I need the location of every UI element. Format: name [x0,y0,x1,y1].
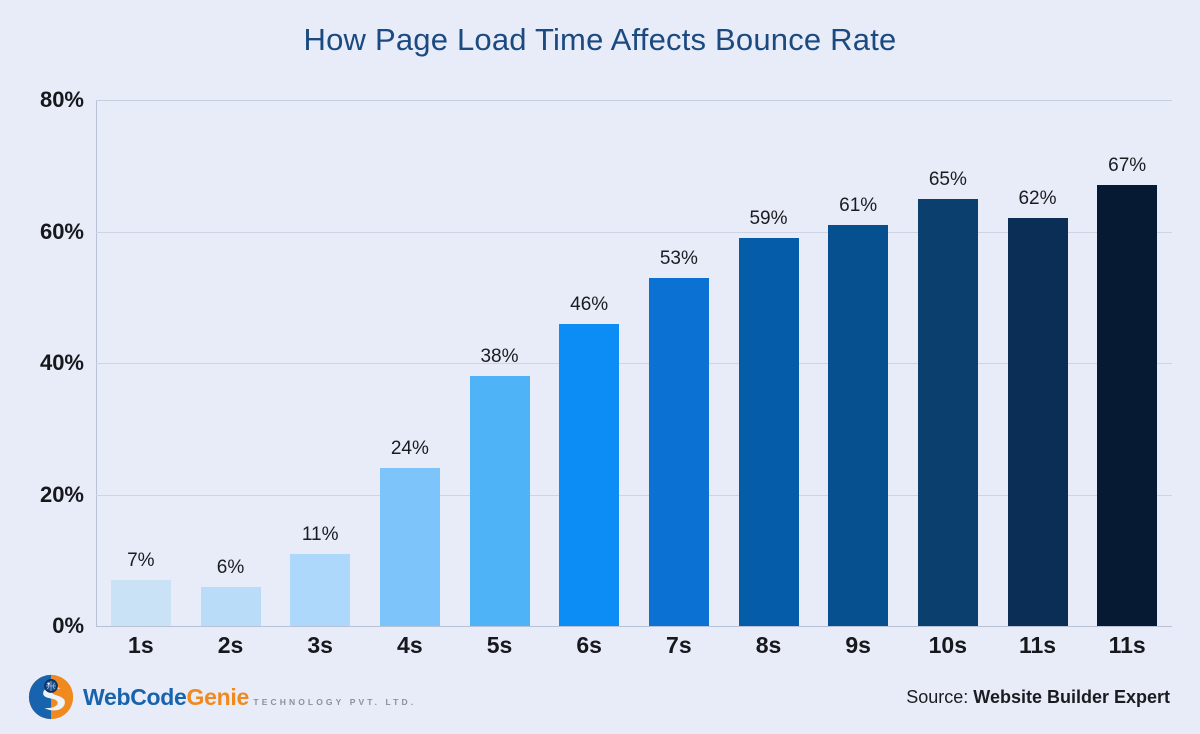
bar-group[interactable]: 6% [200,100,261,626]
bar[interactable] [290,553,351,626]
bar-value-label: 53% [659,247,698,269]
bar-group[interactable]: 11% [290,100,351,626]
bar-group[interactable]: 65% [917,100,978,626]
gridline-60 [96,231,1172,233]
x-tick-label: 11s [1018,632,1057,658]
bar-group[interactable]: 61% [828,100,889,626]
logo-mark-icon [28,674,74,720]
bar-group[interactable]: 46% [559,100,620,626]
bar-value-label: 46% [570,293,609,315]
bar[interactable] [379,468,440,626]
bar-value-label: 24% [390,438,429,460]
x-tick-label: 5s [486,632,513,658]
plot-area [96,100,1172,627]
y-tick-label: 60% [39,218,84,244]
logo-word-genie: Genie [186,683,250,710]
x-tick-label: 7s [666,632,692,658]
gridline-80 [96,100,1172,101]
bar-value-label: 62% [1018,188,1057,210]
bar[interactable] [1007,218,1068,626]
gridline-20 [96,494,1172,496]
bar-value-label: 38% [480,346,519,368]
gridline-0 [96,626,1172,627]
bar[interactable] [917,198,978,626]
x-axis: 1s 2s 3s 4s 5s 6s 7s 8s 9s 10s 11s 11s [96,632,1172,672]
x-tick-label: 4s [397,632,423,658]
bar[interactable] [738,238,799,626]
bar-value-label: 59% [749,208,788,230]
bar[interactable] [828,224,889,626]
y-tick-label: 80% [39,87,84,112]
x-tick-label: 3s [307,632,333,658]
x-tick-label: 9s [845,632,871,658]
bar-value-label: 61% [839,194,878,216]
bar-value-label: 11% [301,523,339,545]
bar[interactable] [559,323,620,626]
source-prefix: Source: [906,687,974,707]
bar-series: 7% 6% 11% 24% 38% 46% 53% 59% 61% 65% 62% 67% [96,100,1172,626]
y-tick-label: 40% [39,350,84,375]
y-tick-label: 0% [52,613,84,638]
gridline-40 [96,363,1172,364]
x-tick-label: 8s [755,632,782,658]
bar-group[interactable]: 38% [469,100,530,626]
x-tick-label: 6s [576,632,602,658]
bar[interactable] [200,586,261,626]
x-tick-label: 10s [928,632,968,658]
bar[interactable] [469,376,530,626]
source-name: Website Builder Expert [973,687,1170,707]
bar-group[interactable]: 7% [110,100,171,626]
x-tick-label: 11s [1108,632,1146,658]
bar[interactable] [648,277,709,626]
bar[interactable] [110,579,171,626]
x-tick-label: 2s [217,632,244,658]
bar-group[interactable]: 59% [738,100,799,626]
bar-value-label: 67% [1108,155,1147,177]
bar-group[interactable]: 67% [1097,100,1158,626]
webcodegenie-logo: WebCodeGenie TECHNOLOGY PVT. LTD. [28,674,416,720]
bar-group[interactable]: 24% [379,100,440,626]
bar-value-label: 65% [928,168,967,190]
bar[interactable] [1097,185,1158,626]
logo-wordmark: WebCodeGenie [83,684,249,710]
logo-text: WebCodeGenie TECHNOLOGY PVT. LTD. [83,684,417,710]
bar-value-label: 7% [127,549,155,571]
bar-value-label: 6% [216,556,245,578]
y-tick-label: 20% [39,481,84,507]
logo-word-code: Code [130,683,187,710]
bar-group[interactable]: 53% [648,100,709,626]
source-note: Source: Website Builder Expert [906,687,1170,708]
x-tick-label: 1s [128,632,154,658]
logo-word-web: Web [83,683,131,710]
chart-title: How Page Load Time Affects Bounce Rate [303,22,897,57]
bar-group[interactable]: 62% [1007,100,1068,626]
logo-tagline: TECHNOLOGY PVT. LTD. [253,696,417,707]
y-axis: 0% 20% 40% 60% 80% [0,87,84,638]
